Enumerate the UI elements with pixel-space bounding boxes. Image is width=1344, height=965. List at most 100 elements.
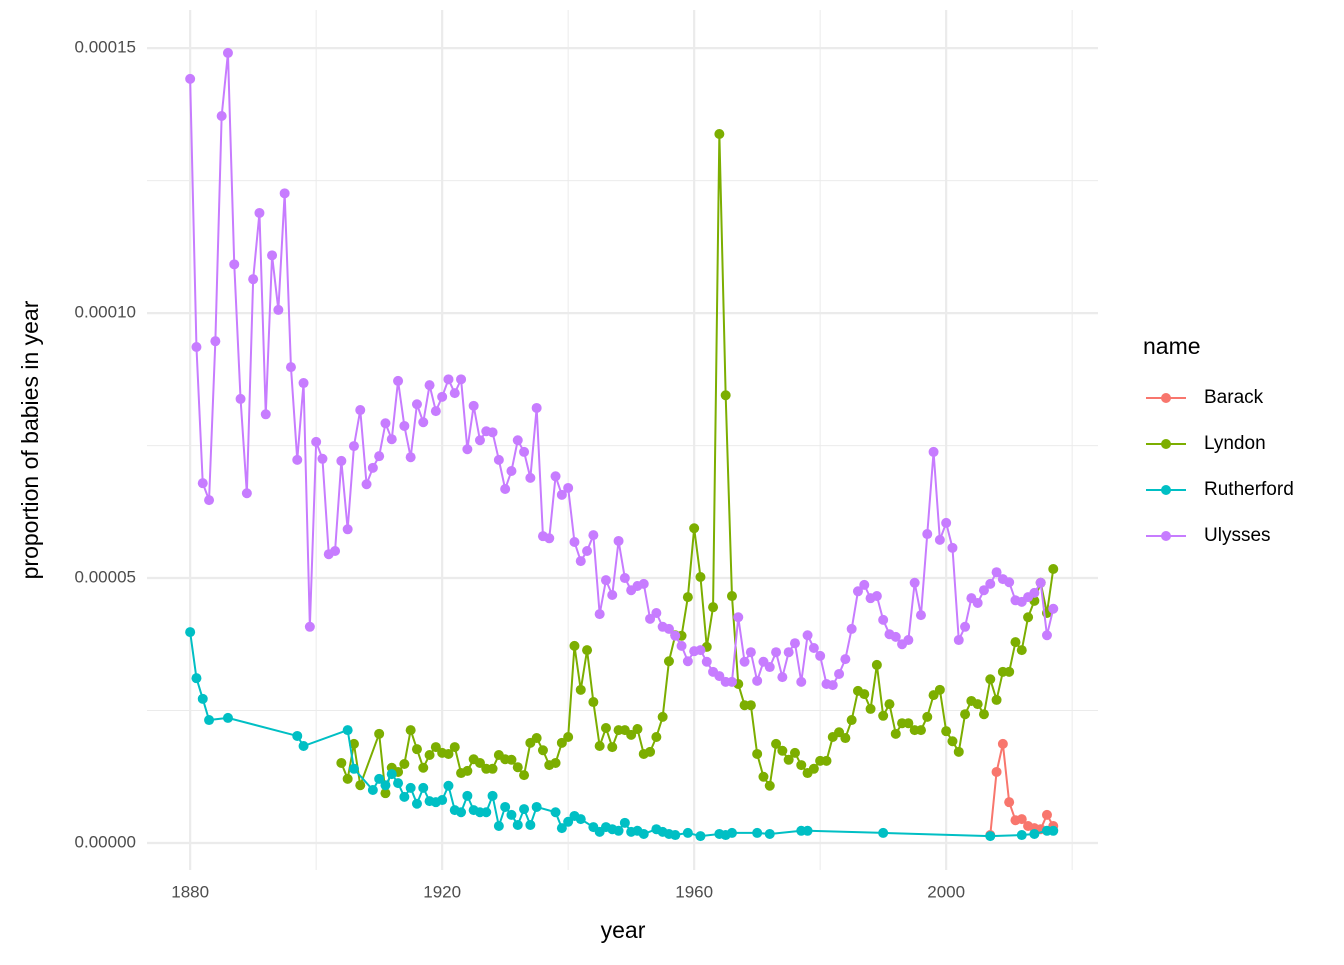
data-point <box>430 742 441 753</box>
data-point <box>645 746 656 757</box>
data-point <box>185 627 196 638</box>
data-point <box>525 472 536 483</box>
data-point <box>575 556 586 567</box>
data-point <box>941 517 952 528</box>
data-point <box>588 530 599 541</box>
plot-area <box>185 47 1059 842</box>
data-point <box>758 771 769 782</box>
data-point <box>947 542 958 553</box>
data-point <box>418 417 429 428</box>
data-point <box>670 830 681 841</box>
data-point <box>1048 825 1059 836</box>
data-point <box>657 711 668 722</box>
data-point <box>1004 797 1015 808</box>
data-point <box>393 778 404 789</box>
data-point <box>947 736 958 747</box>
data-point <box>972 699 983 710</box>
data-point <box>411 798 422 809</box>
legend-label: Lyndon <box>1204 433 1266 454</box>
data-point <box>462 790 473 801</box>
data-point <box>796 760 807 771</box>
data-point <box>374 728 385 739</box>
data-point <box>582 546 593 557</box>
data-point <box>462 444 473 455</box>
x-tick-label: 1920 <box>423 882 461 901</box>
data-point <box>834 727 845 738</box>
data-point <box>411 744 422 755</box>
x-tick-label: 2000 <box>927 882 965 901</box>
data-point <box>663 656 674 667</box>
data-point <box>216 110 227 121</box>
data-point <box>531 733 542 744</box>
data-point <box>519 770 530 781</box>
data-point <box>506 465 517 476</box>
data-point <box>399 791 410 802</box>
data-point <box>449 742 460 753</box>
data-point <box>985 831 996 842</box>
data-point <box>745 700 756 711</box>
data-point <box>468 400 479 411</box>
data-point <box>840 733 851 744</box>
data-point <box>1010 637 1021 648</box>
data-point <box>204 715 215 726</box>
data-point <box>915 725 926 736</box>
data-point <box>500 484 511 495</box>
data-point <box>714 128 725 139</box>
data-point <box>726 591 737 602</box>
data-point <box>972 597 983 608</box>
data-point <box>437 391 448 402</box>
data-point <box>978 585 989 596</box>
data-point <box>689 523 700 534</box>
data-point <box>928 446 939 457</box>
data-point <box>575 684 586 695</box>
data-point <box>575 814 586 825</box>
legend-title: name <box>1143 333 1201 359</box>
data-point <box>739 656 750 667</box>
data-point <box>821 755 832 766</box>
data-point <box>777 672 788 683</box>
data-point <box>405 782 416 793</box>
data-point <box>487 427 498 438</box>
data-point <box>682 827 693 838</box>
data-point <box>235 393 246 404</box>
data-point <box>840 654 851 665</box>
data-point <box>380 780 391 791</box>
data-point <box>493 454 504 465</box>
x-tick-label: 1880 <box>171 882 209 901</box>
data-point <box>582 645 593 656</box>
data-point <box>645 613 656 624</box>
data-point <box>512 762 523 773</box>
data-point <box>361 479 372 490</box>
data-point <box>424 380 435 391</box>
data-point <box>330 546 341 557</box>
data-point <box>569 537 580 548</box>
data-point <box>884 699 895 710</box>
data-point <box>563 482 574 493</box>
data-point <box>922 711 933 722</box>
data-point <box>808 763 819 774</box>
data-point <box>342 524 353 535</box>
data-point <box>550 757 561 768</box>
data-point <box>487 763 498 774</box>
data-point <box>544 533 555 544</box>
data-point <box>222 47 233 58</box>
data-point <box>355 405 366 416</box>
data-point <box>1029 587 1040 598</box>
data-point <box>418 782 429 793</box>
data-point <box>512 435 523 446</box>
data-point <box>752 675 763 686</box>
data-point <box>254 207 265 218</box>
data-point <box>997 738 1008 749</box>
data-point <box>487 790 498 801</box>
data-point <box>405 725 416 736</box>
data-point <box>285 362 296 373</box>
data-point <box>796 676 807 687</box>
data-point <box>456 374 467 385</box>
data-point <box>399 759 410 770</box>
data-point <box>1041 809 1052 820</box>
data-point <box>204 495 215 506</box>
data-point <box>878 614 889 625</box>
data-point <box>708 602 719 613</box>
data-point <box>474 435 485 446</box>
data-point <box>506 809 517 820</box>
